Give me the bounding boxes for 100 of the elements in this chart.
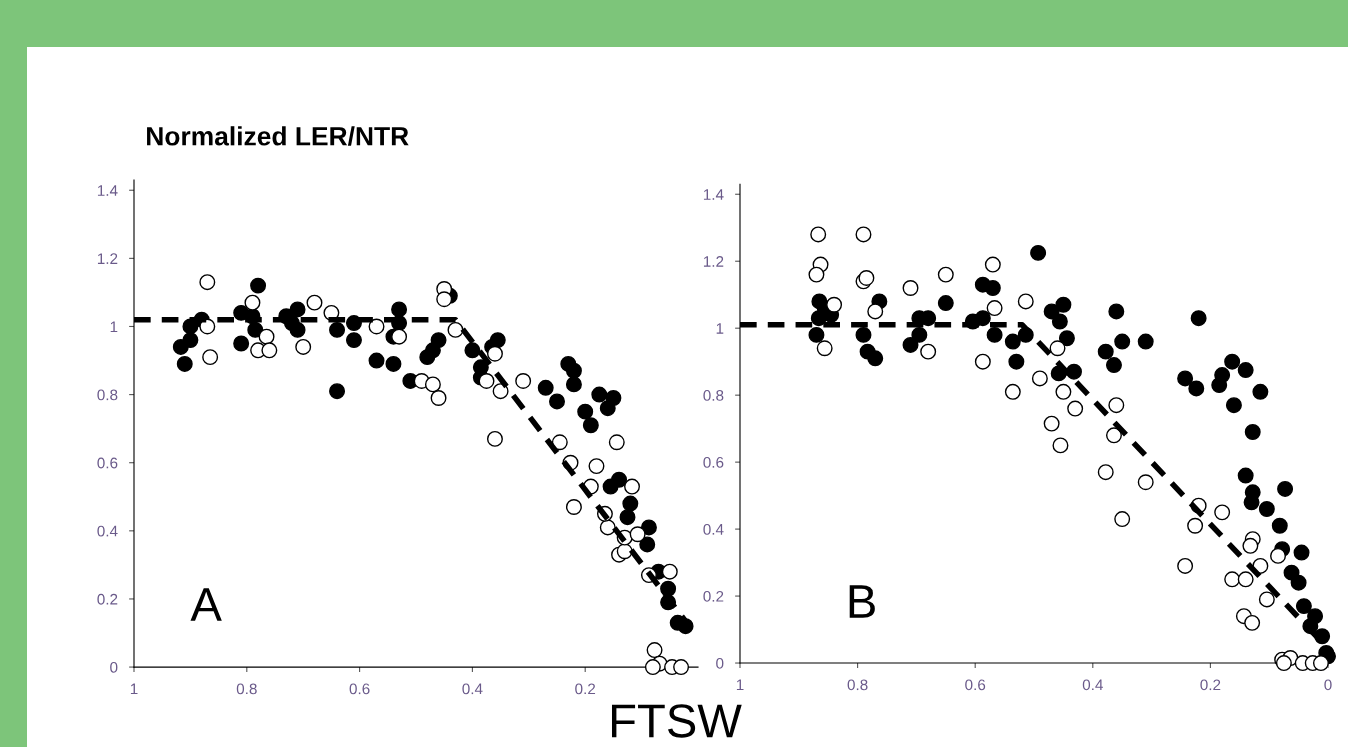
point <box>591 386 608 403</box>
point <box>199 274 216 291</box>
point <box>1137 474 1154 491</box>
point <box>1225 397 1242 414</box>
point <box>577 403 594 420</box>
annotation: A <box>190 588 222 621</box>
point <box>261 342 278 359</box>
point <box>1105 357 1122 374</box>
point <box>902 280 919 296</box>
point <box>1108 303 1125 320</box>
point <box>565 499 582 515</box>
y-tick-label: 0 <box>110 661 118 673</box>
point <box>1290 574 1307 591</box>
y-tick-label: 0.2 <box>97 593 118 605</box>
y-tick-label: 1.4 <box>97 185 118 196</box>
point <box>1277 480 1294 497</box>
point <box>424 376 441 393</box>
point <box>1097 343 1114 360</box>
point <box>986 326 1003 343</box>
point <box>1058 330 1075 347</box>
point <box>816 340 833 357</box>
point <box>1177 557 1194 574</box>
point <box>1224 571 1241 588</box>
point <box>1008 353 1025 370</box>
point <box>1004 383 1021 400</box>
point <box>974 353 991 370</box>
point <box>329 383 346 400</box>
x-tick-label: 1 <box>130 683 138 695</box>
point <box>608 434 625 451</box>
point <box>1031 370 1048 387</box>
point <box>1244 424 1261 440</box>
point <box>329 321 346 338</box>
y-tick-label: 0 <box>716 657 724 669</box>
point <box>368 352 385 369</box>
point <box>622 495 639 512</box>
point <box>295 338 312 355</box>
point <box>436 291 453 308</box>
point <box>582 417 599 434</box>
point <box>1244 484 1261 501</box>
point <box>920 343 937 360</box>
point <box>808 266 825 283</box>
x-axis-title: FTSW <box>612 704 742 738</box>
point <box>486 345 503 362</box>
point <box>1312 655 1329 672</box>
y-tick-label: 0.6 <box>97 457 118 469</box>
point <box>1055 296 1072 313</box>
point <box>551 434 568 451</box>
point <box>858 269 875 286</box>
point <box>855 226 872 243</box>
point <box>247 321 264 338</box>
point <box>984 256 1001 273</box>
point <box>1187 517 1204 534</box>
point <box>1293 544 1310 561</box>
point <box>565 376 582 393</box>
y-tick-label: 1 <box>716 323 724 334</box>
point <box>661 563 678 580</box>
point <box>624 478 640 495</box>
point <box>1030 244 1047 261</box>
point <box>902 336 919 353</box>
point <box>1295 598 1312 615</box>
y-tick-label: 0.8 <box>97 389 118 401</box>
x-tick-label: 0.2 <box>1200 679 1221 691</box>
y-tick-label: 1 <box>110 321 118 333</box>
point <box>646 642 663 659</box>
point <box>244 294 261 311</box>
point <box>1258 501 1275 517</box>
point <box>1105 427 1122 444</box>
point <box>619 509 636 526</box>
y-tick-label: 0.4 <box>97 525 118 537</box>
point <box>1051 313 1068 330</box>
point <box>826 296 843 313</box>
point <box>1224 353 1241 370</box>
point <box>1097 464 1114 481</box>
point <box>1049 340 1066 357</box>
point <box>1066 363 1082 380</box>
point <box>549 393 565 410</box>
y-tick-label: 1.4 <box>703 189 724 200</box>
point <box>1271 517 1288 534</box>
y-tick-label: 0.2 <box>703 590 724 602</box>
point <box>565 362 582 379</box>
point <box>486 430 503 447</box>
point <box>855 326 872 343</box>
annotation: B <box>849 585 875 618</box>
point <box>588 458 605 475</box>
point <box>808 326 825 343</box>
point <box>1108 397 1125 414</box>
point <box>1214 367 1231 384</box>
point <box>644 659 661 676</box>
x-tick-label: 0.4 <box>462 683 483 695</box>
point <box>1237 571 1254 588</box>
point <box>447 321 464 338</box>
point <box>1017 293 1034 310</box>
point <box>250 277 267 294</box>
point <box>478 372 495 389</box>
point <box>176 355 193 372</box>
y-tick-label: 1.2 <box>97 253 118 264</box>
point <box>515 372 532 389</box>
y-tick-label: 0.6 <box>703 457 724 468</box>
point <box>867 350 884 367</box>
point <box>489 332 506 349</box>
